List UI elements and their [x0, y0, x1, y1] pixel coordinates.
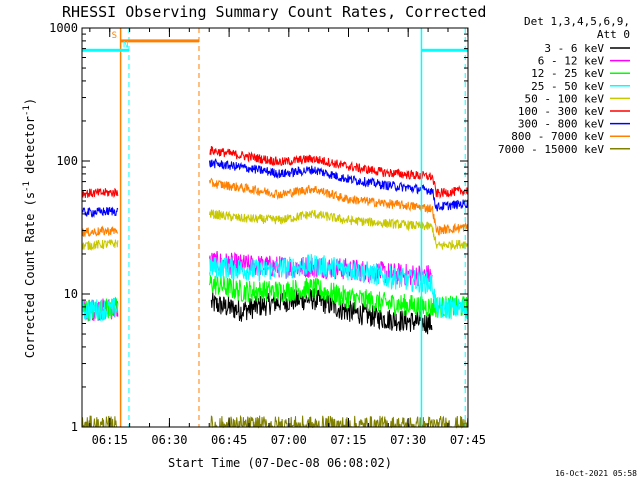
x-tick-label: 07:15 [330, 433, 366, 447]
x-tick-label: 07:00 [271, 433, 307, 447]
series-layer [81, 146, 469, 429]
flags-layer: SN [82, 31, 468, 52]
x-tick-label: 07:30 [390, 433, 426, 447]
legend-label: 6 - 12 keV [538, 55, 605, 68]
flag-bar [82, 48, 129, 52]
legend-label: 100 - 300 keV [518, 105, 604, 118]
markers-layer [119, 28, 466, 427]
legend-header-line: Det 1,3,4,5,6,9, [524, 15, 630, 28]
series-line [209, 177, 469, 236]
chart-title: RHESSI Observing Summary Count Rates, Co… [62, 3, 486, 21]
y-tick-label: 1 [71, 420, 78, 434]
y-axis: 1 10 100 1000 [49, 21, 468, 434]
series-line [81, 206, 119, 219]
series-line [209, 253, 469, 320]
x-axis-label: Start Time (07-Dec-08 06:08:02) [168, 456, 392, 470]
plot-frame [81, 27, 469, 428]
series-line [209, 158, 469, 212]
legend-label: 12 - 25 keV [531, 67, 604, 80]
legend-label: 50 - 100 keV [525, 92, 605, 105]
y-axis-label-exponent: -1 [22, 105, 32, 116]
x-tick-label: 06:15 [92, 433, 128, 447]
legend-label: 25 - 50 keV [531, 80, 604, 93]
flag-bar-label: N [123, 40, 128, 50]
y-axis-label: Corrected Count Rate (s-1 detector-1) [22, 98, 37, 358]
flag-bar-label: S [112, 31, 117, 41]
y-axis-label-part: detector [23, 116, 37, 181]
x-tick-label: 06:45 [211, 433, 247, 447]
series-line [81, 239, 119, 251]
series-line [209, 209, 469, 251]
y-axis-label-exponent: -1 [22, 181, 32, 192]
y-tick-label: 1000 [49, 21, 78, 35]
flag-bar [421, 48, 468, 52]
x-tick-label: 07:45 [450, 433, 486, 447]
legend-label: 7000 - 15000 keV [498, 143, 604, 156]
footer-timestamp: 16-Oct-2021 05:58 [555, 469, 637, 478]
series-line [81, 187, 119, 199]
y-axis-label-part: Corrected Count Rate (s [23, 192, 37, 358]
y-tick-label: 100 [56, 154, 78, 168]
series-line [81, 296, 119, 322]
x-tick-label: 06:30 [151, 433, 187, 447]
y-tick-label: 10 [64, 287, 78, 301]
legend-header-line: Att 0 [597, 28, 630, 41]
plot-area: SN [81, 27, 469, 429]
series-line [81, 225, 119, 237]
series-line [209, 275, 469, 318]
flag-bar [120, 39, 199, 43]
y-axis-label-part: ) [23, 98, 37, 105]
legend-label: 800 - 7000 keV [511, 130, 604, 143]
series-line [209, 146, 469, 200]
legend-label: 300 - 800 keV [518, 118, 604, 131]
series-line [81, 297, 119, 321]
x-axis: 06:15 06:30 06:45 07:00 07:15 07:30 07:45 [89, 28, 486, 447]
series-line [209, 414, 469, 429]
legend-label: 3 - 6 keV [544, 42, 604, 55]
